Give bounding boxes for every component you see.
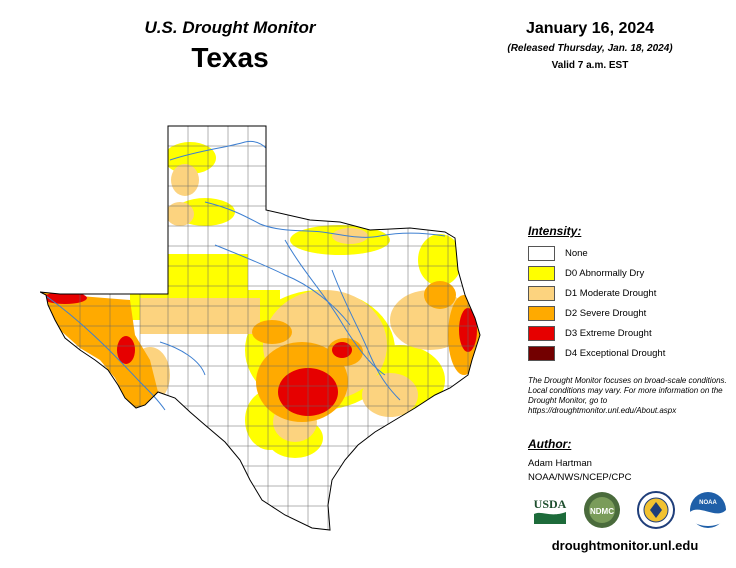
legend-item-d2: D2 Severe Drought xyxy=(528,303,728,323)
ndmc-logo-text: NDMC xyxy=(590,507,614,516)
release-date: (Released Thursday, Jan. 18, 2024) xyxy=(507,43,673,54)
legend-title: Intensity: xyxy=(528,224,582,238)
usda-logo-text: USDA xyxy=(534,497,567,511)
usda-logo: USDA xyxy=(534,497,567,524)
commerce-seal-logo xyxy=(637,491,675,529)
ndmc-logo: NDMC xyxy=(584,492,620,528)
legend-swatch-d4 xyxy=(528,345,555,361)
valid-time: Valid 7 a.m. EST xyxy=(551,60,629,71)
legend-swatch-none xyxy=(528,245,555,261)
legend: Intensity: None D0 Abnormally Dry D1 Mod… xyxy=(528,224,728,363)
legend-item-d4: D4 Exceptional Drought xyxy=(528,343,728,363)
texas-outline xyxy=(40,125,481,531)
disclaimer-note: The Drought Monitor focuses on broad-sca… xyxy=(528,376,727,415)
legend-label: D2 Severe Drought xyxy=(565,307,647,319)
author-organization: NOAA/NWS/NCEP/CPC xyxy=(528,472,632,483)
legend-swatch-d2 xyxy=(528,305,555,321)
legend-item-d0: D0 Abnormally Dry xyxy=(528,263,728,283)
legend-label: D1 Moderate Drought xyxy=(565,287,657,299)
legend-label: D0 Abnormally Dry xyxy=(565,267,645,279)
state-name: Texas xyxy=(191,42,269,73)
map-title: U.S. Drought Monitor xyxy=(144,18,316,37)
texas-drought-map xyxy=(40,125,481,531)
noaa-logo-text: NOAA xyxy=(699,500,717,506)
partner-logos: USDA NDMC NOAA xyxy=(534,491,726,529)
legend-label: None xyxy=(565,247,588,259)
legend-label: D3 Extreme Drought xyxy=(565,327,652,339)
legend-label: D4 Exceptional Drought xyxy=(565,347,666,359)
author-heading: Author: xyxy=(528,437,572,451)
rivers xyxy=(45,141,446,411)
legend-swatch-d0 xyxy=(528,265,555,281)
legend-item-none: None xyxy=(528,243,728,263)
author-name: Adam Hartman xyxy=(528,458,592,469)
noaa-logo: NOAA xyxy=(690,492,726,528)
legend-swatch-d3 xyxy=(528,325,555,341)
legend-item-d1: D1 Moderate Drought xyxy=(528,283,728,303)
legend-swatch-d1 xyxy=(528,285,555,301)
map-date: January 16, 2024 xyxy=(525,20,655,37)
website-link[interactable]: droughtmonitor.unl.edu xyxy=(551,538,699,553)
legend-item-d3: D3 Extreme Drought xyxy=(528,323,728,343)
